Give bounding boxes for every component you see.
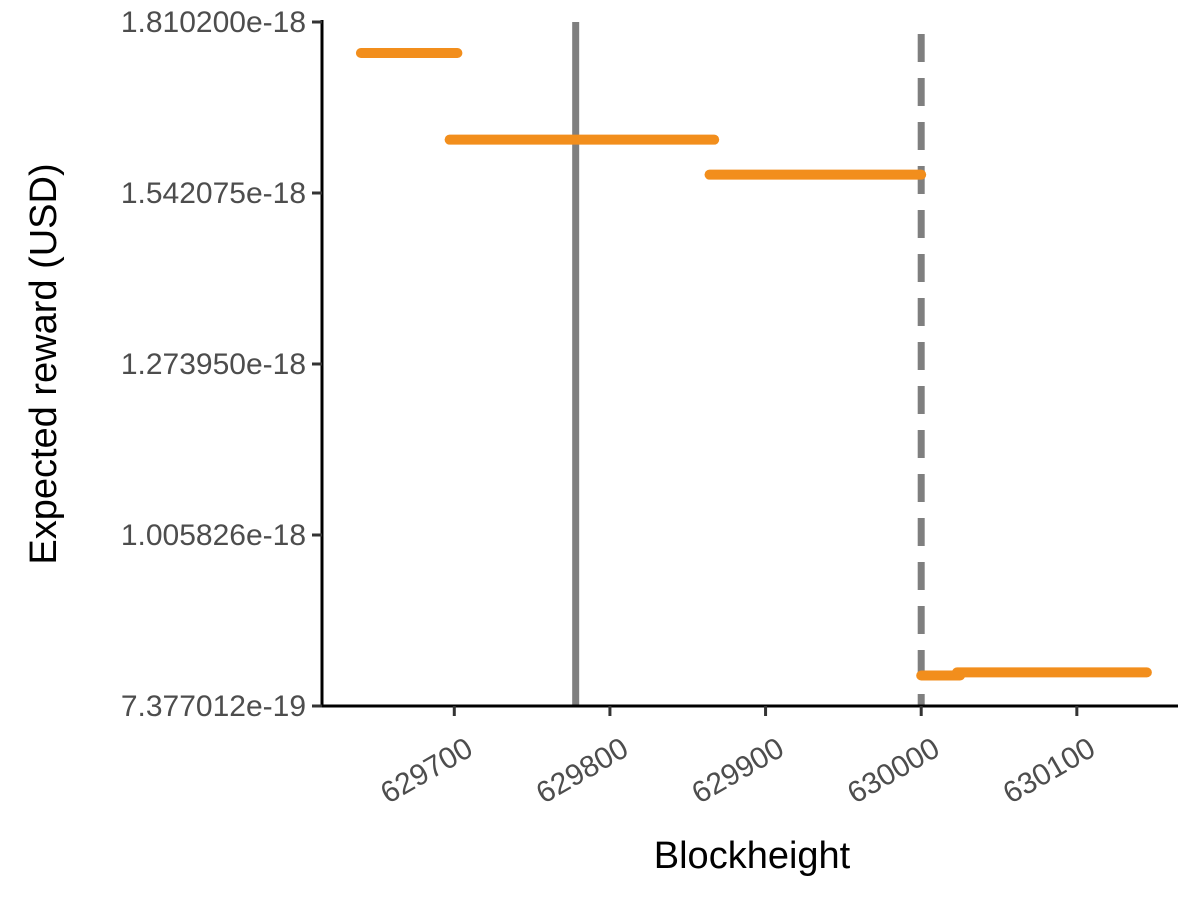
x-tick-label: 629800	[531, 732, 634, 811]
x-ticks: 629700 629800 629900 630000 630100	[375, 706, 1101, 810]
data-series	[355, 47, 1152, 681]
y-tick-label: 1.005826e-18	[121, 519, 306, 552]
x-tick-label: 629900	[686, 732, 789, 811]
y-ticks: 7.377012e-19 1.005826e-18 1.273950e-18 1.54…	[121, 6, 322, 723]
y-tick-label: 7.377012e-19	[121, 690, 306, 723]
y-axis-title: Expected reward (USD)	[23, 163, 65, 564]
x-tick-label: 630100	[998, 732, 1101, 811]
y-tick-label: 1.273950e-18	[121, 348, 306, 381]
x-tick-label: 630000	[842, 732, 945, 811]
axes	[320, 20, 1178, 708]
y-tick-label: 1.542075e-18	[121, 177, 306, 210]
x-axis-title: Blockheight	[654, 835, 851, 877]
y-tick-label: 1.810200e-18	[121, 6, 306, 39]
reference-lines	[572, 22, 925, 706]
x-tick-label: 629700	[375, 732, 478, 811]
